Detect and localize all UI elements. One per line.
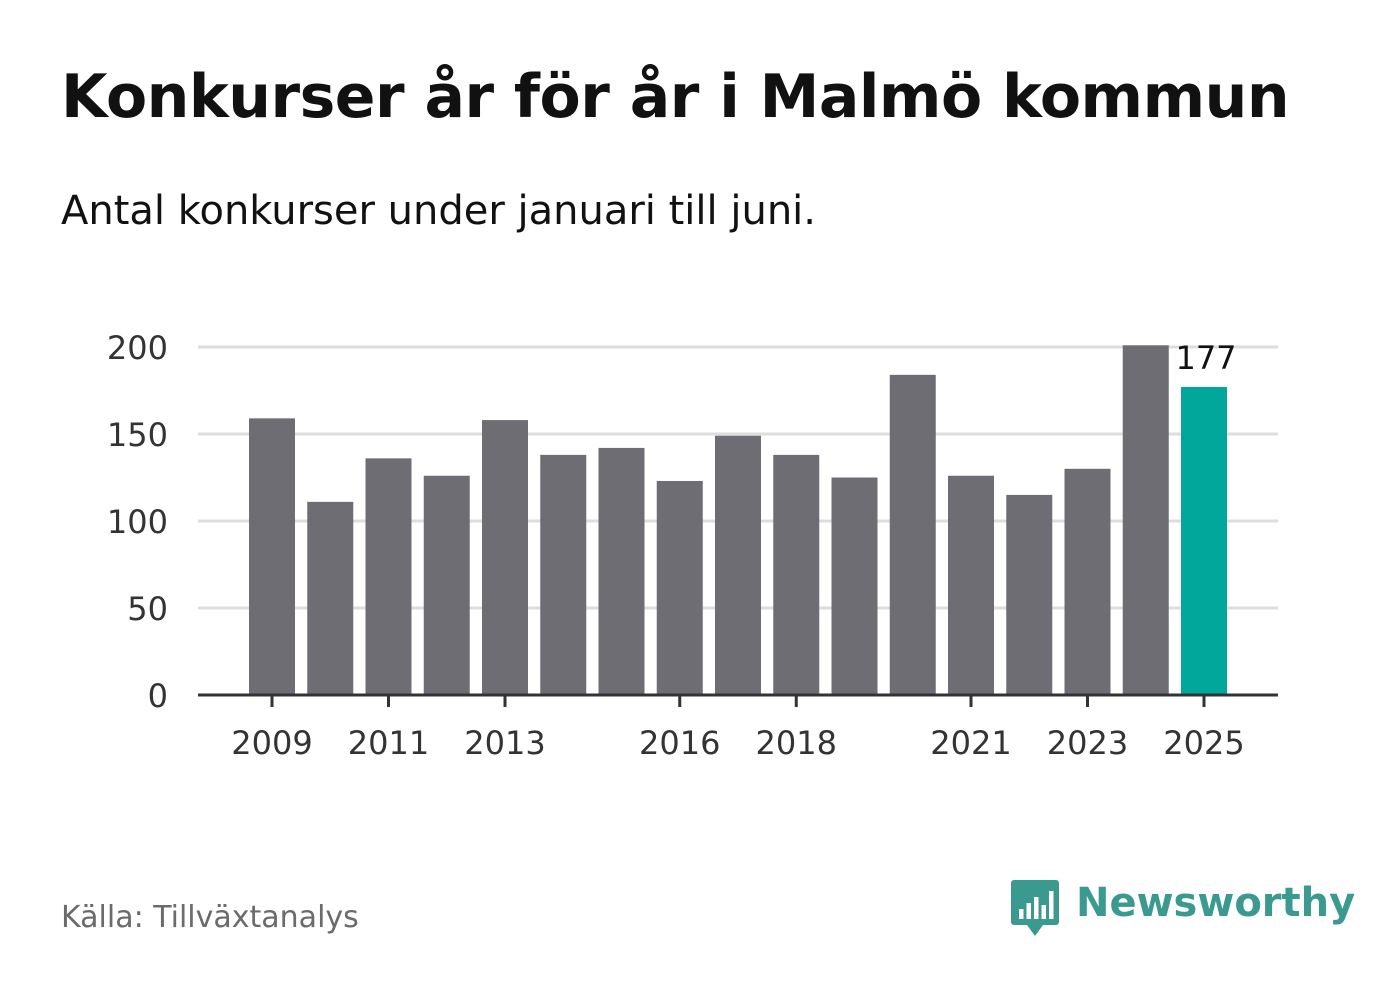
bar	[540, 454, 587, 695]
highlight-bar	[1181, 387, 1227, 695]
chart-subtitle: Antal konkurser under januari till juni.	[61, 188, 816, 234]
x-tick-label: 2009	[231, 724, 312, 762]
bar	[365, 458, 412, 695]
y-tick-label: 150	[107, 416, 168, 454]
x-tick-label: 2021	[930, 724, 1011, 762]
x-tick-label: 2025	[1163, 724, 1244, 762]
bar	[773, 454, 820, 695]
brand-name: Newsworthy	[1076, 880, 1356, 926]
bar	[831, 477, 878, 695]
y-tick-label: 100	[107, 503, 168, 541]
bar	[307, 501, 354, 695]
data-label: 177	[1175, 339, 1236, 377]
x-tick-label: 2016	[639, 724, 720, 762]
bar	[249, 418, 295, 695]
y-tick-label: 0	[148, 677, 168, 715]
y-tick-label: 200	[107, 329, 168, 367]
bar	[948, 475, 994, 695]
x-tick-label: 2013	[464, 724, 545, 762]
bar	[715, 435, 761, 695]
bar	[598, 447, 645, 695]
y-tick-label: 50	[127, 590, 168, 628]
bars	[249, 345, 1227, 695]
bar-chart-speech-bubble-icon	[1011, 880, 1059, 936]
labels: 0 50 100 150 200 177 2009 2011 2013 2016 2018 2021 2…	[107, 329, 1245, 762]
chart-title: Konkurser år för år i Malmö kommun	[61, 62, 1290, 132]
x-tick-label: 2023	[1047, 724, 1128, 762]
bar	[656, 480, 703, 695]
bar	[889, 374, 936, 695]
bar	[423, 475, 470, 695]
bar	[482, 420, 528, 695]
bar	[1006, 494, 1053, 695]
bar-chart: 0 50 100 150 200 177 2009 2011 2013 2016 2018 2021 2…	[107, 329, 1278, 762]
source-note: Källa: Tillväxtanalys	[61, 900, 359, 935]
x-tick-label: 2018	[756, 724, 837, 762]
bar	[1122, 345, 1169, 695]
x-tick-label: 2011	[348, 724, 429, 762]
bar	[1064, 468, 1111, 695]
x-axis	[198, 693, 1278, 707]
brand-logo: Newsworthy	[1010, 878, 1355, 940]
